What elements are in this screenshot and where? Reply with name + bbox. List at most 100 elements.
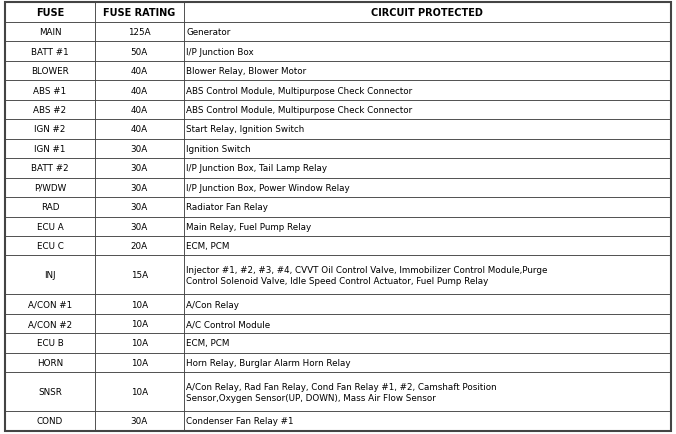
Text: ABS Control Module, Multipurpose Check Connector: ABS Control Module, Multipurpose Check C… <box>187 106 412 115</box>
Bar <box>95 372 184 411</box>
Text: I/P Junction Box: I/P Junction Box <box>187 47 254 56</box>
Bar <box>95 178 184 197</box>
Text: ECU B: ECU B <box>37 339 64 348</box>
Bar <box>184 237 671 256</box>
Text: ABS #1: ABS #1 <box>33 86 66 95</box>
Text: 40A: 40A <box>130 125 147 134</box>
Bar <box>184 333 671 353</box>
Bar <box>5 411 95 431</box>
Text: 10A: 10A <box>130 319 147 328</box>
Bar <box>5 295 95 314</box>
Bar <box>184 237 671 256</box>
Bar <box>184 42 671 62</box>
Bar <box>95 411 184 431</box>
Bar <box>95 353 184 372</box>
Text: 10A: 10A <box>130 387 147 396</box>
Text: MAIN: MAIN <box>39 28 62 37</box>
Bar <box>5 3 95 23</box>
Bar <box>5 256 95 295</box>
Bar <box>95 333 184 353</box>
Bar <box>184 81 671 101</box>
Text: Start Relay, Ignition Switch: Start Relay, Ignition Switch <box>187 125 305 134</box>
Bar <box>5 333 95 353</box>
Text: 30A: 30A <box>130 416 148 425</box>
Bar <box>95 237 184 256</box>
Bar <box>184 62 671 81</box>
Bar <box>95 333 184 353</box>
Text: 30A: 30A <box>130 145 148 154</box>
Text: HORN: HORN <box>37 358 63 367</box>
Text: BATT #1: BATT #1 <box>31 47 69 56</box>
Text: Condenser Fan Relay #1: Condenser Fan Relay #1 <box>187 416 294 425</box>
Bar <box>5 217 95 237</box>
Text: 40A: 40A <box>130 106 147 115</box>
Bar <box>184 3 671 23</box>
Bar <box>5 353 95 372</box>
Bar <box>95 3 184 23</box>
Bar <box>5 411 95 431</box>
Bar <box>184 353 671 372</box>
Text: INJ: INJ <box>44 271 55 280</box>
Text: 40A: 40A <box>130 67 147 76</box>
Bar <box>184 139 671 159</box>
Text: ECM, PCM: ECM, PCM <box>187 242 230 250</box>
Text: A/CON #2: A/CON #2 <box>28 319 72 328</box>
Text: A/C Control Module: A/C Control Module <box>187 319 270 328</box>
Bar <box>95 23 184 42</box>
Text: I/P Junction Box, Power Window Relay: I/P Junction Box, Power Window Relay <box>187 184 350 192</box>
Bar <box>95 197 184 217</box>
Bar <box>5 62 95 81</box>
Bar <box>95 178 184 197</box>
Text: FUSE: FUSE <box>36 8 64 18</box>
Bar <box>5 197 95 217</box>
Bar <box>95 217 184 237</box>
Bar <box>95 353 184 372</box>
Bar <box>184 217 671 237</box>
Text: 10A: 10A <box>130 358 147 367</box>
Bar <box>184 23 671 42</box>
Bar <box>5 256 95 295</box>
Bar <box>95 42 184 62</box>
Bar <box>95 139 184 159</box>
Text: P/WDW: P/WDW <box>34 184 66 192</box>
Bar <box>95 314 184 333</box>
Text: 50A: 50A <box>130 47 148 56</box>
Text: 15A: 15A <box>130 271 147 280</box>
Bar <box>184 197 671 217</box>
Text: FUSE RATING: FUSE RATING <box>103 8 175 18</box>
Bar <box>95 81 184 101</box>
Bar <box>184 62 671 81</box>
Bar <box>5 3 95 23</box>
Bar <box>184 333 671 353</box>
Bar <box>95 314 184 333</box>
Bar <box>184 353 671 372</box>
Text: 30A: 30A <box>130 222 148 231</box>
Bar <box>5 101 95 120</box>
Bar <box>95 81 184 101</box>
Bar <box>184 120 671 139</box>
Bar <box>184 42 671 62</box>
Text: Blower Relay, Blower Motor: Blower Relay, Blower Motor <box>187 67 307 76</box>
Bar <box>184 411 671 431</box>
Text: ABS #2: ABS #2 <box>33 106 66 115</box>
Bar <box>184 159 671 178</box>
Bar <box>95 42 184 62</box>
Bar <box>184 372 671 411</box>
Bar <box>184 139 671 159</box>
Bar <box>5 372 95 411</box>
Text: 125A: 125A <box>128 28 151 37</box>
Bar <box>184 101 671 120</box>
Text: 10A: 10A <box>130 300 147 309</box>
Bar <box>5 237 95 256</box>
Text: ECU C: ECU C <box>37 242 64 250</box>
Text: CIRCUIT PROTECTED: CIRCUIT PROTECTED <box>371 8 483 18</box>
Text: BLOWER: BLOWER <box>31 67 69 76</box>
Bar <box>95 295 184 314</box>
Bar <box>5 42 95 62</box>
Bar <box>184 256 671 295</box>
Bar <box>5 139 95 159</box>
Bar <box>95 62 184 81</box>
Text: A/Con Relay, Rad Fan Relay, Cond Fan Relay #1, #2, Camshaft Position
Sensor,Oxyg: A/Con Relay, Rad Fan Relay, Cond Fan Rel… <box>187 381 497 402</box>
Text: IGN #2: IGN #2 <box>34 125 66 134</box>
Text: Main Relay, Fuel Pump Relay: Main Relay, Fuel Pump Relay <box>187 222 312 231</box>
